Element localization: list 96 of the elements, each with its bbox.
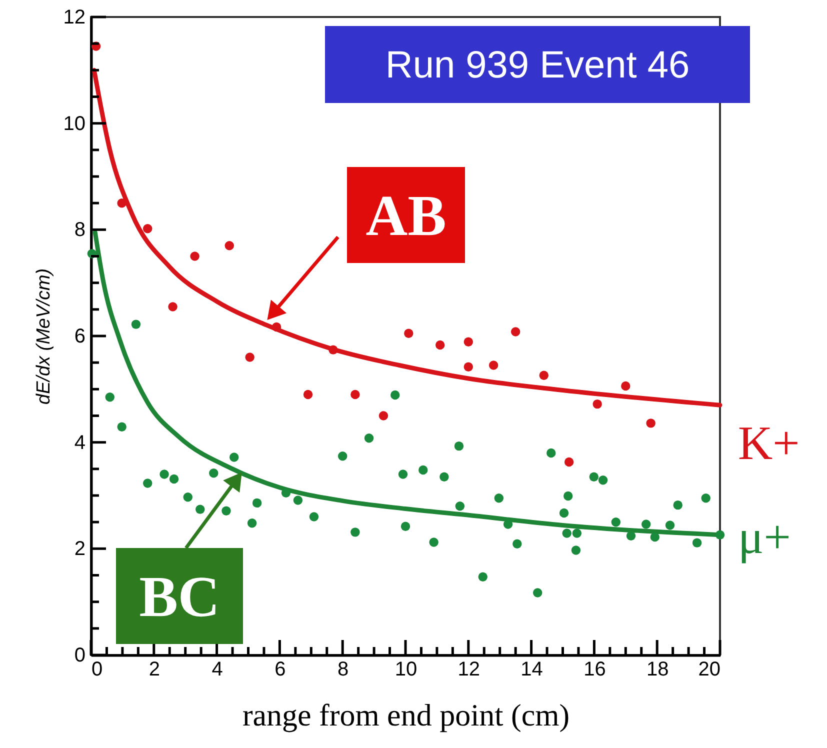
- point: [626, 531, 636, 541]
- y-tick-label: 6: [74, 326, 86, 348]
- point: [464, 337, 474, 346]
- point: [252, 498, 262, 508]
- point: [665, 520, 675, 530]
- point: [169, 474, 179, 484]
- x-tick-label: 12: [458, 658, 480, 680]
- point: [701, 494, 710, 503]
- point: [229, 452, 239, 462]
- point: [245, 352, 254, 362]
- y-tick-label: 0: [74, 644, 86, 666]
- point: [350, 390, 360, 400]
- point: [400, 522, 410, 531]
- point: [429, 538, 438, 547]
- y-axis-title: dE/dx (MeV/cm): [33, 268, 54, 405]
- x-tick-label: 10: [394, 658, 418, 680]
- y-tick-label: 2: [74, 538, 86, 560]
- point: [117, 198, 126, 208]
- point: [562, 528, 572, 538]
- series-label: K+: [738, 417, 800, 470]
- point: [598, 475, 608, 485]
- point: [592, 399, 602, 409]
- point: [328, 345, 338, 354]
- point: [589, 472, 598, 482]
- point: [478, 572, 488, 582]
- x-tick-label: 2: [148, 658, 160, 680]
- point: [641, 520, 651, 529]
- point: [532, 588, 542, 598]
- point: [455, 502, 465, 511]
- point: [281, 488, 291, 498]
- point: [563, 491, 573, 501]
- point: [692, 538, 702, 548]
- point: [510, 327, 520, 336]
- point: [105, 392, 114, 402]
- point: [454, 441, 464, 451]
- point: [293, 496, 303, 505]
- annotation: AB: [366, 183, 446, 248]
- point: [143, 478, 152, 488]
- point: [539, 370, 548, 380]
- point: [196, 504, 205, 514]
- series-label: μ+: [738, 510, 791, 564]
- point: [512, 539, 522, 548]
- x-tick-label: 8: [338, 658, 349, 680]
- point: [350, 528, 360, 537]
- point: [338, 452, 348, 461]
- x-tick-label: 18: [646, 658, 669, 680]
- x-axis-title: range from end point (cm): [242, 698, 570, 732]
- point: [390, 390, 400, 400]
- point: [673, 500, 682, 510]
- x-tick-label: 16: [584, 658, 606, 680]
- point: [494, 494, 504, 503]
- point: [247, 518, 257, 528]
- annotation: BC: [139, 564, 220, 629]
- point: [160, 470, 169, 479]
- point: [571, 546, 581, 555]
- x-tick-label: 4: [212, 658, 223, 680]
- y-tick-label: 4: [74, 432, 86, 454]
- x-tick-label: 14: [520, 658, 543, 680]
- point: [559, 508, 569, 518]
- y-tick-label: 8: [74, 219, 86, 242]
- point: [715, 530, 725, 540]
- point: [222, 506, 231, 516]
- point: [572, 528, 582, 538]
- point: [404, 328, 414, 338]
- annotation: Run 939 Event 46: [385, 44, 690, 86]
- point: [190, 252, 200, 261]
- point: [611, 517, 621, 527]
- point: [435, 340, 445, 350]
- point: [488, 360, 498, 370]
- point: [224, 241, 234, 250]
- point: [650, 532, 660, 542]
- point: [440, 472, 449, 482]
- point: [564, 457, 574, 467]
- point: [168, 302, 178, 312]
- point: [503, 520, 513, 529]
- point: [418, 465, 428, 475]
- point: [209, 468, 218, 478]
- x-tick-label: 20: [698, 658, 720, 680]
- point: [364, 433, 374, 443]
- point: [309, 512, 319, 522]
- point: [621, 381, 630, 391]
- point: [378, 411, 388, 420]
- point: [143, 224, 152, 234]
- x-tick-label: 0: [92, 658, 103, 680]
- point: [117, 422, 126, 432]
- y-tick-label: 12: [63, 6, 86, 28]
- point: [546, 448, 556, 458]
- point: [398, 470, 408, 479]
- point: [464, 362, 474, 372]
- point: [303, 390, 313, 400]
- point: [272, 322, 282, 332]
- point: [183, 492, 192, 502]
- point: [646, 418, 656, 428]
- x-tick-label: 6: [274, 658, 286, 680]
- point: [131, 320, 141, 329]
- y-tick-label: 10: [63, 112, 86, 135]
